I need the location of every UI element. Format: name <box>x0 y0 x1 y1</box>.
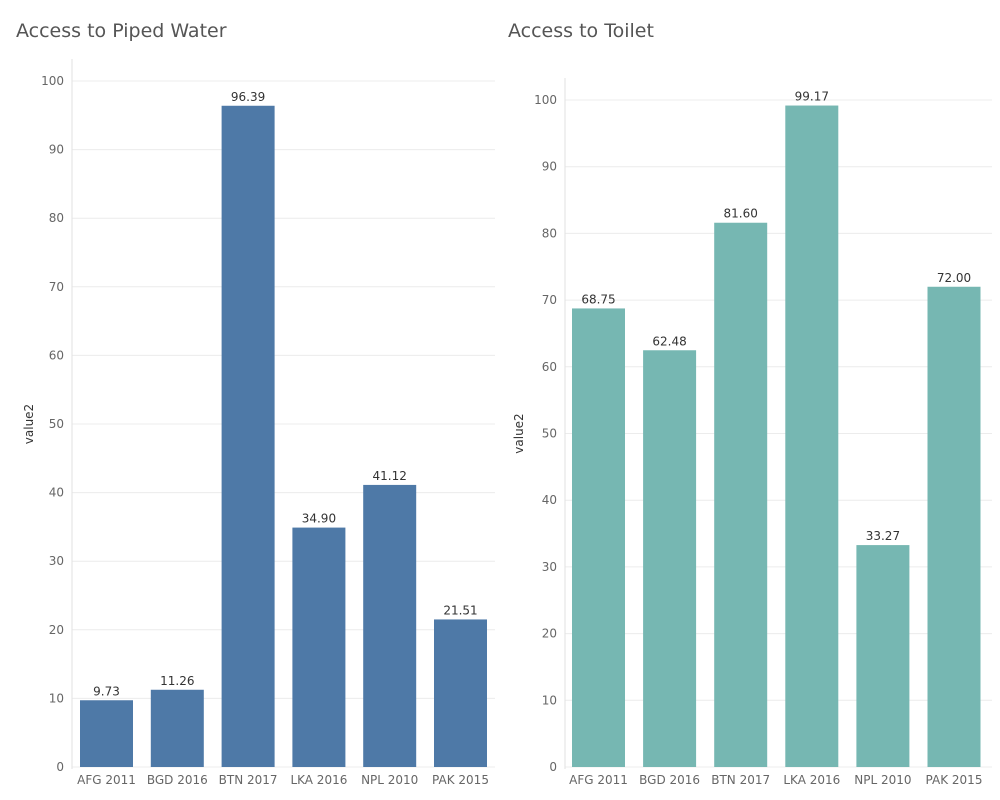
x-tick-label: NPL 2010 <box>854 773 911 787</box>
x-tick-label: PAK 2015 <box>432 773 489 787</box>
data-label: 34.90 <box>302 512 336 526</box>
bar <box>714 222 768 767</box>
y-tick-label: 20 <box>542 627 557 641</box>
bar <box>643 350 697 767</box>
bar <box>363 484 417 767</box>
y-tick-label: 20 <box>49 623 64 637</box>
y-tick-label: 70 <box>542 293 557 307</box>
y-tick-label: 100 <box>534 93 557 107</box>
x-tick-label: LKA 2016 <box>783 773 840 787</box>
y-axis-label: value2 <box>512 413 526 453</box>
y-tick-label: 10 <box>49 691 64 705</box>
y-tick-label: 0 <box>56 760 64 774</box>
bar <box>856 545 910 767</box>
y-tick-label: 10 <box>542 693 557 707</box>
chart-title: Access to Piped Water <box>16 20 227 42</box>
x-tick-label: BGD 2016 <box>639 773 700 787</box>
bar <box>572 308 625 767</box>
bar <box>785 105 839 767</box>
data-label: 96.39 <box>231 90 265 104</box>
x-tick-label: AFG 2011 <box>77 773 136 787</box>
chart-piped-water: Access to Piped Water 0 10 20 30 40 50 60 70 80 9… <box>16 20 495 787</box>
x-tick-label: BTN 2017 <box>219 773 278 787</box>
bar <box>80 700 133 767</box>
data-label: 33.27 <box>866 529 900 543</box>
y-tick-label: 0 <box>549 760 557 774</box>
data-label: 11.26 <box>160 674 194 688</box>
data-label: 72.00 <box>937 271 971 285</box>
y-tick-label: 40 <box>542 493 557 507</box>
data-label: 21.51 <box>443 603 477 617</box>
bar-chart-piped-water: 0 10 20 30 40 50 60 70 80 90 100 value2 9.73 AFG 2011… <box>22 59 495 787</box>
y-tick-label: 30 <box>542 560 557 574</box>
y-axis-label: value2 <box>22 404 36 444</box>
y-tick-label: 60 <box>542 360 557 374</box>
x-tick-label: AFG 2011 <box>569 773 628 787</box>
y-tick-label: 90 <box>49 143 64 157</box>
data-label: 68.75 <box>581 292 615 306</box>
data-label: 9.73 <box>93 684 120 698</box>
y-tick-label: 50 <box>542 427 557 441</box>
y-tick-label: 100 <box>41 74 64 88</box>
bar-chart-toilet: 0 10 20 30 40 50 60 70 80 90 100 value2 68.75 AFG 201… <box>512 78 992 787</box>
chart-toilet: Access to Toilet 0 10 20 30 40 50 60 70 80 90 100 v… <box>500 0 1000 800</box>
bar <box>434 619 487 767</box>
data-label: 62.48 <box>652 334 686 348</box>
bar <box>927 286 981 767</box>
y-tick-label: 90 <box>542 160 557 174</box>
chart-title: Access to Toilet <box>508 20 654 42</box>
bar <box>221 105 275 768</box>
data-label: 41.12 <box>373 469 407 483</box>
y-tick-label: 50 <box>49 417 64 431</box>
x-tick-label: NPL 2010 <box>361 773 418 787</box>
y-tick-label: 80 <box>49 211 64 225</box>
y-tick-label: 60 <box>49 348 64 362</box>
data-label: 81.60 <box>724 207 758 221</box>
y-tick-label: 30 <box>49 554 64 568</box>
bar <box>292 527 346 767</box>
y-tick-label: 80 <box>542 226 557 240</box>
bar <box>150 689 204 767</box>
x-tick-label: LKA 2016 <box>290 773 347 787</box>
y-tick-label: 70 <box>49 280 64 294</box>
x-tick-label: PAK 2015 <box>926 773 983 787</box>
x-tick-label: BTN 2017 <box>711 773 770 787</box>
y-tick-label: 40 <box>49 486 64 500</box>
x-tick-label: BGD 2016 <box>147 773 208 787</box>
data-label: 99.17 <box>795 90 829 104</box>
